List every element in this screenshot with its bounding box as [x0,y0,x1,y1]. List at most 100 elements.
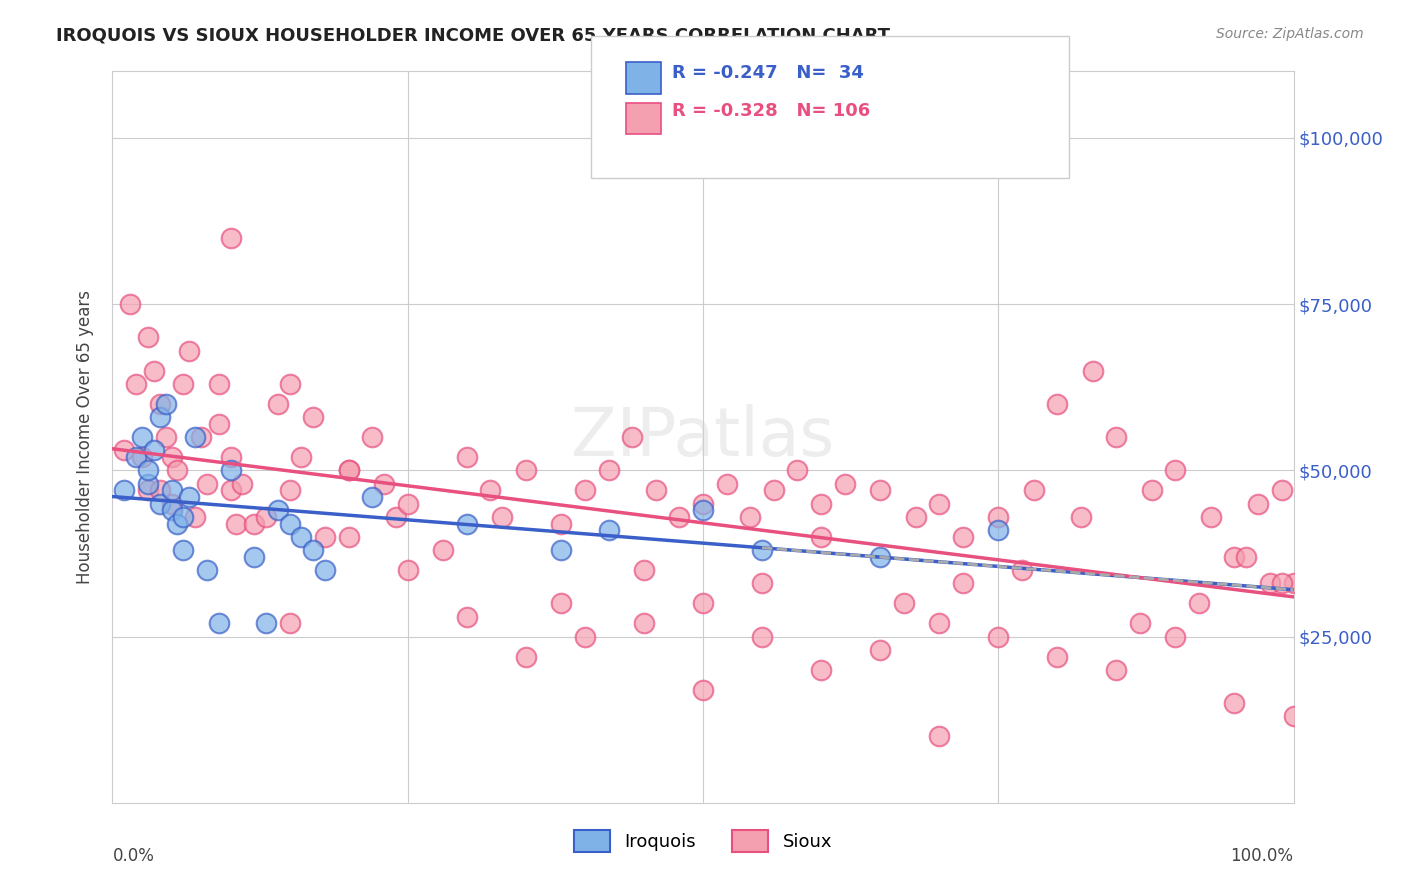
Y-axis label: Householder Income Over 65 years: Householder Income Over 65 years [76,290,94,584]
Point [598,463,620,477]
Point [155,430,177,444]
Point [692,596,714,610]
Text: IROQUOIS VS SIOUX HOUSEHOLDER INCOME OVER 65 YEARS CORRELATION CHART: IROQUOIS VS SIOUX HOUSEHOLDER INCOME OVE… [56,27,890,45]
Point [1223,549,1246,564]
Point [136,483,159,498]
Point [337,463,360,477]
Point [869,643,891,657]
Point [456,450,478,464]
Point [172,376,194,391]
Point [142,443,165,458]
Text: 0.0%: 0.0% [112,847,155,864]
Point [987,630,1010,644]
Text: 100.0%: 100.0% [1230,847,1294,864]
Text: R = -0.247   N=  34: R = -0.247 N= 34 [672,64,863,82]
Point [396,497,419,511]
Point [112,483,135,498]
Point [208,417,231,431]
Point [692,503,714,517]
Point [574,630,596,644]
Point [149,397,172,411]
Point [278,616,301,631]
Point [1105,430,1128,444]
Point [179,490,201,504]
Point [1271,576,1294,591]
Point [219,483,242,498]
Point [149,497,172,511]
Point [361,490,384,504]
Point [166,516,188,531]
Point [952,576,974,591]
Point [928,729,950,743]
Point [1188,596,1211,610]
Point [184,430,207,444]
Point [987,509,1010,524]
Text: R = -0.328   N= 106: R = -0.328 N= 106 [672,103,870,120]
Point [385,509,408,524]
Point [515,463,537,477]
Point [219,450,242,464]
Point [142,363,165,377]
Point [149,483,172,498]
Point [166,463,188,477]
Point [131,450,153,464]
Point [267,503,290,517]
Point [786,463,808,477]
Point [219,230,242,244]
Point [373,476,395,491]
Point [195,476,218,491]
Point [231,476,253,491]
Point [456,516,478,531]
Point [195,563,218,577]
Point [190,430,212,444]
Point [515,649,537,664]
Point [574,483,596,498]
Point [112,443,135,458]
Point [1070,509,1092,524]
Point [1223,696,1246,710]
Point [314,563,336,577]
Point [1271,483,1294,498]
Point [1081,363,1104,377]
Point [1258,576,1281,591]
Point [160,497,183,511]
Point [278,376,301,391]
Point [1022,483,1045,498]
Point [869,549,891,564]
Point [160,503,183,517]
Point [633,563,655,577]
Point [314,530,336,544]
Point [337,463,360,477]
Point [125,376,148,391]
Point [456,609,478,624]
Point [633,616,655,631]
Point [243,549,266,564]
Point [550,596,572,610]
Point [621,430,644,444]
Point [668,509,690,524]
Point [810,530,832,544]
Point [598,523,620,537]
Point [550,543,572,558]
Point [160,450,183,464]
Point [1105,663,1128,677]
Point [302,543,325,558]
Point [208,616,231,631]
Point [172,509,194,524]
Point [278,516,301,531]
Point [120,297,142,311]
Point [1164,463,1187,477]
Point [1046,397,1069,411]
Point [254,509,277,524]
Point [834,476,856,491]
Text: Source: ZipAtlas.com: Source: ZipAtlas.com [1216,27,1364,41]
Point [1282,576,1305,591]
Point [928,497,950,511]
Point [149,410,172,425]
Point [952,530,974,544]
Point [1129,616,1152,631]
Point [131,430,153,444]
Legend: Iroquois, Sioux: Iroquois, Sioux [567,823,839,860]
Point [762,483,785,498]
Point [740,509,762,524]
